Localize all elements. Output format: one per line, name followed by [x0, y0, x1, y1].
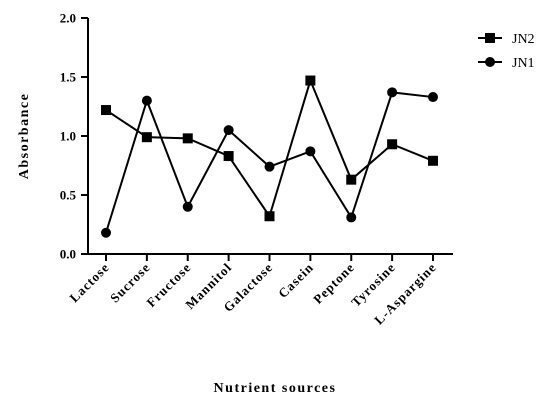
series-layer — [101, 75, 438, 238]
data-point-jn2 — [346, 174, 357, 185]
legend-label-jn2: JN2 — [512, 32, 535, 47]
data-point-jn1 — [387, 87, 398, 98]
y-tick-label: 2.0 — [60, 11, 76, 26]
data-point-jn1 — [141, 95, 152, 106]
data-point-jn2 — [305, 75, 316, 86]
legend-marker-square — [485, 33, 495, 43]
y-tick-label: 0.5 — [60, 188, 77, 203]
data-point-jn1 — [264, 161, 275, 172]
data-point-jn2 — [223, 151, 234, 162]
legend: JN2 JN1 — [478, 32, 535, 71]
y-tick-label: 0.0 — [60, 247, 76, 262]
data-point-jn1 — [428, 92, 438, 103]
legend-label-jn1: JN1 — [512, 56, 535, 71]
data-point-jn2 — [101, 105, 111, 116]
data-point-jn1 — [346, 212, 357, 223]
y-tick-label: 1.0 — [60, 129, 76, 144]
data-point-jn1 — [182, 201, 193, 212]
data-point-jn1 — [223, 125, 234, 136]
y-tick-label: 1.5 — [60, 70, 77, 85]
data-point-jn2 — [387, 139, 398, 150]
data-point-jn2 — [264, 211, 275, 222]
x-category-label: Lactose — [66, 260, 112, 306]
axes: 0.00.51.01.52.0LactoseSucroseFructoseMan… — [60, 11, 453, 327]
data-point-jn2 — [141, 132, 152, 143]
series-line-jn2 — [105, 77, 434, 219]
data-point-jn1 — [101, 227, 111, 238]
data-point-jn2 — [182, 133, 193, 144]
y-axis-title: Absorbance — [17, 93, 32, 180]
data-point-jn1 — [305, 146, 316, 157]
data-point-jn2 — [428, 155, 438, 166]
legend-marker-circle — [485, 57, 495, 67]
x-axis-title: Nutrient sources — [214, 381, 337, 396]
